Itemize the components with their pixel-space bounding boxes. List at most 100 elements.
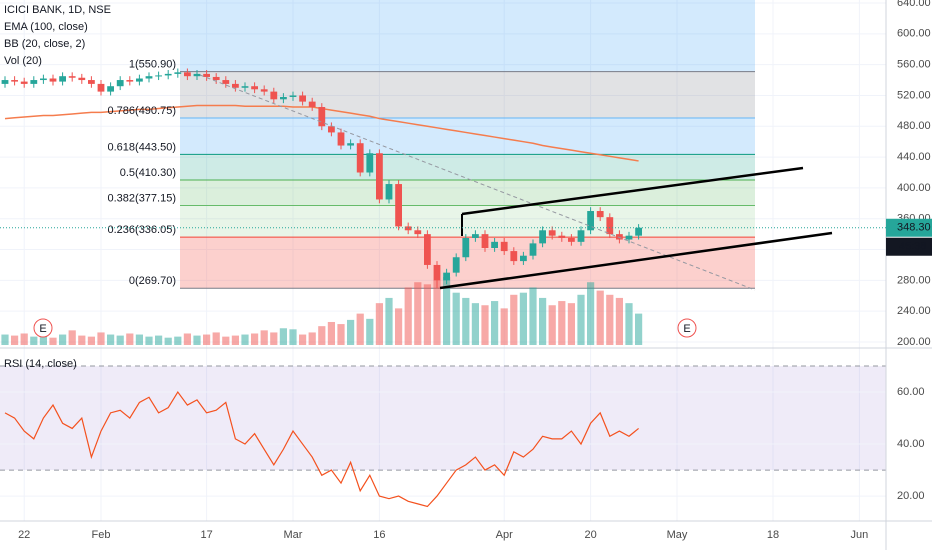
candle-body <box>174 72 182 74</box>
candle-body <box>289 95 297 97</box>
trendline-lower <box>439 231 833 290</box>
volume-bar <box>1 334 9 345</box>
candle-body <box>587 211 594 231</box>
candle-body <box>126 80 134 82</box>
candle-body <box>443 272 450 281</box>
volume-bar <box>548 305 556 345</box>
volume-bar <box>567 303 575 345</box>
volume-bar <box>510 294 518 345</box>
volume-bar <box>222 336 230 345</box>
volume-bar <box>97 332 105 345</box>
volume-bar <box>299 334 307 345</box>
candle-body <box>184 72 191 77</box>
countdown-label: 45:38 <box>899 241 927 253</box>
candle-body <box>318 107 326 127</box>
volume-bar <box>558 301 566 345</box>
fib-label: 1(550.90) <box>129 59 176 71</box>
volume-bar <box>260 330 268 345</box>
volume-bar <box>481 305 489 345</box>
indicator-label: EMA (100, close) <box>4 21 88 33</box>
fib-label: 0.618(443.50) <box>108 141 177 153</box>
time-tick-label: Mar <box>284 529 303 541</box>
volume-bar <box>203 334 211 345</box>
candle-body <box>164 73 172 76</box>
candle-body <box>347 143 354 146</box>
candle-body <box>1 80 9 84</box>
volume-bar <box>39 332 47 345</box>
volume-bar <box>356 313 364 345</box>
volume-bar <box>193 335 201 345</box>
price-tick-label: 600.00 <box>897 28 931 40</box>
candle-body <box>212 76 220 81</box>
volume-bar <box>107 334 115 345</box>
candle-body <box>452 257 460 273</box>
symbol-title: ICICI BANK, 1D, NSE <box>4 4 111 16</box>
price-tick-label: 440.00 <box>897 151 931 163</box>
candle-body <box>376 153 383 200</box>
volume-bar <box>635 313 643 345</box>
volume-bar <box>500 308 508 345</box>
candle-body <box>356 143 364 173</box>
candle-body <box>88 80 95 84</box>
candle-body <box>520 255 527 262</box>
fib-label: 0.786(490.75) <box>108 105 177 117</box>
candle-body <box>529 243 537 256</box>
volume-bar <box>135 334 143 345</box>
candle-body <box>136 78 143 82</box>
candle-body <box>635 227 642 236</box>
price-tick-label: 520.00 <box>897 89 931 101</box>
earnings-label: E <box>683 323 690 335</box>
volume-bar <box>155 335 163 345</box>
volume-bar <box>596 290 604 345</box>
trendline-upper <box>461 166 804 216</box>
price-tick-label: 200.00 <box>897 336 931 348</box>
volume-bar <box>443 277 451 345</box>
fib-band <box>180 154 755 180</box>
candle-body <box>616 234 623 240</box>
price-tick-label: 560.00 <box>897 59 931 71</box>
candle-body <box>404 226 412 231</box>
price-tick-label: 480.00 <box>897 120 931 132</box>
candle-body <box>40 78 47 81</box>
candle-body <box>510 251 518 262</box>
candle-body <box>481 234 489 249</box>
candle-body <box>59 76 66 82</box>
fib-band <box>180 117 755 155</box>
candle-body <box>270 91 278 100</box>
volume-bar <box>577 294 585 345</box>
candle-body <box>155 75 162 77</box>
rsi-band <box>0 366 886 471</box>
countdown-badge <box>886 237 932 256</box>
candle-body <box>145 76 153 79</box>
candle-body <box>193 73 201 77</box>
rsi-line <box>4 390 639 508</box>
candle-body <box>78 77 86 81</box>
volume-bar <box>452 292 460 345</box>
candle-body <box>558 235 566 238</box>
indicator-label: Vol (20) <box>4 55 42 67</box>
candle-body <box>232 83 239 88</box>
volume-bar <box>87 336 95 345</box>
volume-bar <box>337 324 345 345</box>
indicator-label: BB (20, close, 2) <box>4 38 85 50</box>
volume-bar <box>49 337 57 345</box>
volume-bar <box>20 333 28 345</box>
volume-bar <box>126 333 134 345</box>
time-tick-label: 18 <box>767 529 779 541</box>
trend-dashed <box>199 74 756 291</box>
candle-body <box>280 96 287 100</box>
volume-bar <box>491 301 499 345</box>
volume-bar <box>423 284 431 345</box>
rsi-tick-label: 60.00 <box>897 386 925 398</box>
fib-label: 0.5(410.30) <box>120 167 176 179</box>
fib-label: 0.382(377.15) <box>108 192 177 204</box>
volume-bar <box>116 335 124 345</box>
candle-body <box>328 126 335 133</box>
volume-bar <box>539 297 547 345</box>
rsi-title: RSI (14, close) <box>4 358 77 370</box>
volume-bar <box>519 292 527 345</box>
time-tick-label: 22 <box>18 529 30 541</box>
time-tick-label: Jun <box>851 529 869 541</box>
